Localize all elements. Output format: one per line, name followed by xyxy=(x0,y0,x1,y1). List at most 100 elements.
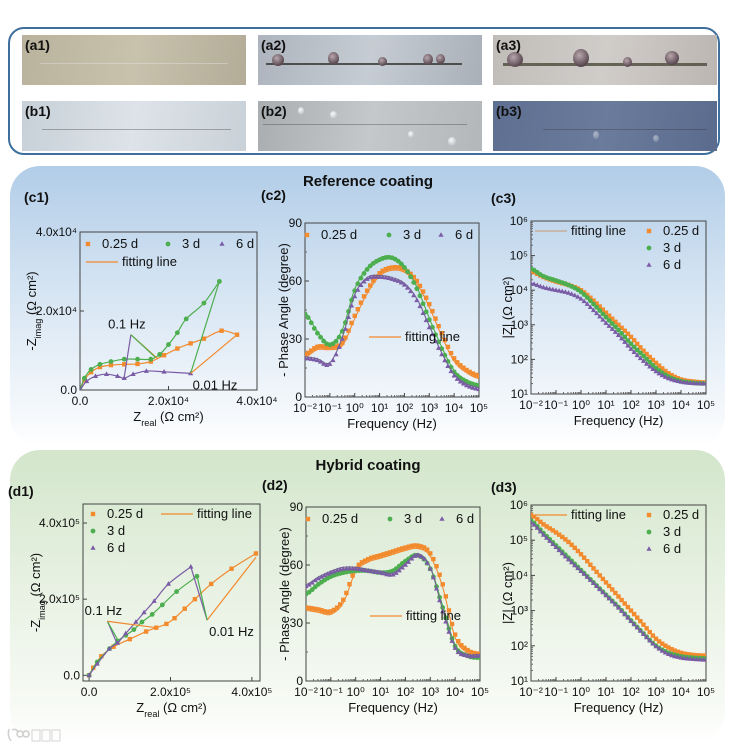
marker-square xyxy=(613,319,618,324)
marker-circle xyxy=(311,326,317,331)
y-tick-label: 90 xyxy=(289,216,303,230)
marker-square xyxy=(389,265,395,270)
y-tick-label: 10³ xyxy=(511,604,528,618)
x-tick-label: 10⁰ xyxy=(347,685,365,699)
photo-label: (a1) xyxy=(25,37,50,53)
marker-triangle xyxy=(401,282,408,287)
marker-triangle xyxy=(581,571,587,576)
marker-triangle xyxy=(675,378,681,384)
x-tick-label: 10⁻¹ xyxy=(318,401,342,415)
marker-triangle xyxy=(446,629,452,634)
series-6-d xyxy=(306,552,480,659)
y-tick-label: 10⁴ xyxy=(509,283,528,297)
marker-square xyxy=(603,580,609,585)
marker-square xyxy=(653,636,659,641)
marker-triangle xyxy=(669,376,675,382)
fitting-line xyxy=(88,566,192,676)
marker-square xyxy=(340,340,345,346)
marker-circle xyxy=(108,359,114,364)
marker-triangle xyxy=(318,574,325,579)
marker-square xyxy=(458,363,463,368)
x-tick-label: 10³ xyxy=(647,685,664,699)
marker-triangle xyxy=(544,285,550,291)
marker-circle xyxy=(159,602,165,608)
x-tick-label: 10⁻¹ xyxy=(544,685,568,699)
y-axis-label: - Phase Angle (degree) xyxy=(276,243,291,377)
marker-triangle xyxy=(581,298,587,304)
marker-triangle xyxy=(637,628,643,633)
marker-square xyxy=(380,268,385,274)
marker-triangle xyxy=(381,570,387,576)
marker-triangle xyxy=(151,598,157,603)
marker-triangle xyxy=(408,288,414,294)
marker-triangle xyxy=(556,288,562,293)
marker-square xyxy=(678,650,684,656)
marker-circle xyxy=(584,295,590,300)
marker-triangle xyxy=(473,385,479,391)
marker-square xyxy=(369,555,374,561)
marker-triangle xyxy=(395,278,401,283)
marker-square xyxy=(635,341,640,347)
x-tick-label: 10⁻² xyxy=(294,685,318,699)
marker-triangle xyxy=(622,611,628,617)
y-tick-label: 60 xyxy=(290,558,304,572)
marker-square xyxy=(111,644,116,649)
frequency-pointer-line xyxy=(123,334,132,378)
marker-circle xyxy=(149,611,155,617)
marker-circle xyxy=(131,627,137,633)
marker-triangle xyxy=(317,358,324,364)
marker-triangle xyxy=(398,279,404,285)
marker-triangle xyxy=(415,552,421,558)
marker-triangle xyxy=(322,572,328,578)
marker-square xyxy=(591,566,596,571)
marker-square xyxy=(364,288,370,293)
marker-triangle xyxy=(612,329,618,334)
x-tick-label: 10³ xyxy=(421,401,438,415)
marker-triangle xyxy=(409,555,415,561)
marker-square xyxy=(650,357,656,363)
marker-triangle xyxy=(342,326,348,331)
marker-circle xyxy=(646,245,652,251)
marker-square xyxy=(318,344,323,349)
marker-square xyxy=(560,534,565,540)
marker-square xyxy=(418,544,424,549)
marker-triangle xyxy=(678,654,684,660)
marker-triangle xyxy=(687,380,693,385)
marker-triangle xyxy=(606,323,612,328)
series-6-d xyxy=(86,564,194,678)
marker-circle xyxy=(622,334,628,340)
x-tick-label: 10⁰ xyxy=(346,401,364,415)
marker-triangle xyxy=(662,374,668,379)
marker-triangle xyxy=(417,303,423,309)
marker-triangle xyxy=(684,655,690,661)
y-tick-label: 4.0x10⁴ xyxy=(36,225,77,239)
marker-square xyxy=(619,325,624,330)
y-tick-label: 10¹ xyxy=(511,674,528,688)
marker-circle xyxy=(308,320,314,326)
marker-triangle xyxy=(440,608,446,614)
marker-square xyxy=(443,594,449,599)
marker-square xyxy=(322,609,327,614)
marker-square xyxy=(456,638,461,644)
marker-square xyxy=(646,228,652,234)
marker-square xyxy=(631,338,637,343)
marker-square xyxy=(359,560,365,565)
marker-triangle xyxy=(600,589,606,595)
marker-triangle xyxy=(437,597,443,603)
photo-label: (b1) xyxy=(25,103,51,119)
marker-circle xyxy=(395,258,401,264)
marker-square xyxy=(433,316,438,321)
marker-triangle xyxy=(675,654,681,659)
marker-triangle xyxy=(547,538,553,543)
marker-triangle xyxy=(188,564,194,569)
marker-circle xyxy=(634,347,640,353)
marker-circle xyxy=(646,529,652,535)
frequency-pointer-line xyxy=(106,620,119,642)
marker-square xyxy=(575,548,581,554)
marker-square xyxy=(694,653,699,658)
marker-square xyxy=(445,344,451,350)
marker-square xyxy=(188,341,193,346)
marker-square xyxy=(381,552,386,557)
marker-square xyxy=(553,530,559,535)
x-tick-label: 10⁻¹ xyxy=(544,398,568,412)
